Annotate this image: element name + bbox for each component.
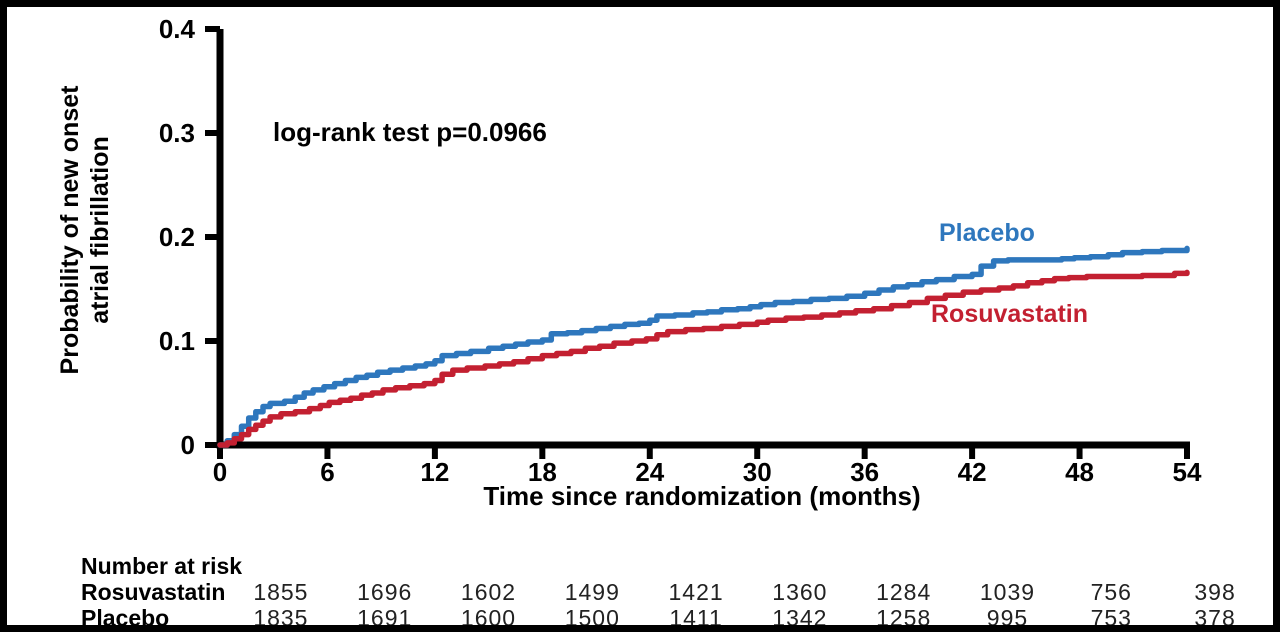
risk-count: 378 [1194, 605, 1236, 631]
y-tick-label: 0 [181, 430, 195, 460]
km-chart-canvas: 0 6 12 18 24 30 36 42 48 54 0 0.1 0.2 0.3 0.4 [159, 14, 1202, 487]
x-axis-title: Time since randomization (months) [483, 481, 921, 511]
risk-count: 398 [1194, 579, 1236, 605]
risk-count: 1284 [876, 579, 932, 605]
y-axis-title: Probability of new onset atrial fibrilla… [55, 86, 115, 375]
x-tick-label: 54 [1173, 457, 1202, 487]
rosuvastatin-survival-curve [217, 269, 1190, 448]
risk-table-title: Number at risk [81, 553, 243, 579]
risk-count: 1258 [876, 605, 932, 631]
rosuvastatin-series-label: Rosuvastatin [931, 300, 1088, 328]
placebo-series-label: Placebo [939, 219, 1035, 247]
risk-row-rosuvastatin: Rosuvastatin 1855 1696 1602 1499 1421 1360 128… [81, 579, 1267, 605]
risk-count: 1499 [564, 579, 620, 605]
placebo-survival-curve [217, 245, 1190, 448]
risk-count: 1421 [668, 579, 724, 605]
y-tick-label: 0.3 [159, 118, 195, 148]
y-tick-label: 0.2 [159, 222, 195, 252]
y-axis-title-line2: atrial fibrillation [86, 136, 114, 324]
risk-row-counts: 1835 1691 1600 1500 1411 1342 1258 995 753 378 [229, 605, 1267, 631]
risk-count: 995 [986, 605, 1029, 631]
log-rank-annotation: log-rank test p=0.0966 [273, 117, 547, 147]
y-tick-label: 0.4 [159, 14, 196, 44]
risk-count: 1696 [357, 579, 413, 605]
y-tick-label: 0.1 [159, 326, 195, 356]
x-tick-label: 24 [635, 457, 664, 487]
risk-count: 1500 [564, 605, 620, 631]
risk-count: 753 [1090, 605, 1132, 631]
risk-count: 1602 [460, 579, 517, 605]
y-axis-title-line1: Probability of new onset [56, 85, 84, 375]
risk-count: 1691 [357, 605, 413, 631]
x-tick-label: 12 [420, 457, 449, 487]
risk-count: 756 [1090, 579, 1132, 605]
risk-count: 1855 [253, 579, 309, 605]
x-tick-label: 18 [528, 457, 557, 487]
number-at-risk-table: Number at risk Rosuvastatin 1855 1696 1602… [81, 553, 1267, 631]
risk-row-counts: 1855 1696 1602 1499 1421 1360 1284 1039 756 398 [229, 579, 1267, 606]
risk-count: 1835 [253, 605, 309, 631]
risk-count: 1342 [772, 605, 828, 631]
x-tick-label: 0 [213, 457, 227, 487]
x-tick-label: 42 [958, 457, 987, 487]
risk-row-label: Placebo [81, 605, 170, 631]
x-tick-label: 30 [743, 457, 772, 487]
risk-row-label: Rosuvastatin [81, 579, 226, 605]
x-tick-label: 6 [320, 457, 334, 487]
x-tick-label: 36 [850, 457, 879, 487]
risk-count: 1411 [669, 605, 723, 631]
risk-row-placebo: Placebo 1835 1691 1600 1500 1411 1342 1258 995 7… [81, 605, 1267, 631]
x-tick-label: 48 [1065, 457, 1094, 487]
risk-count: 1600 [460, 605, 517, 631]
risk-count: 1039 [979, 579, 1036, 605]
risk-count: 1360 [772, 579, 828, 605]
